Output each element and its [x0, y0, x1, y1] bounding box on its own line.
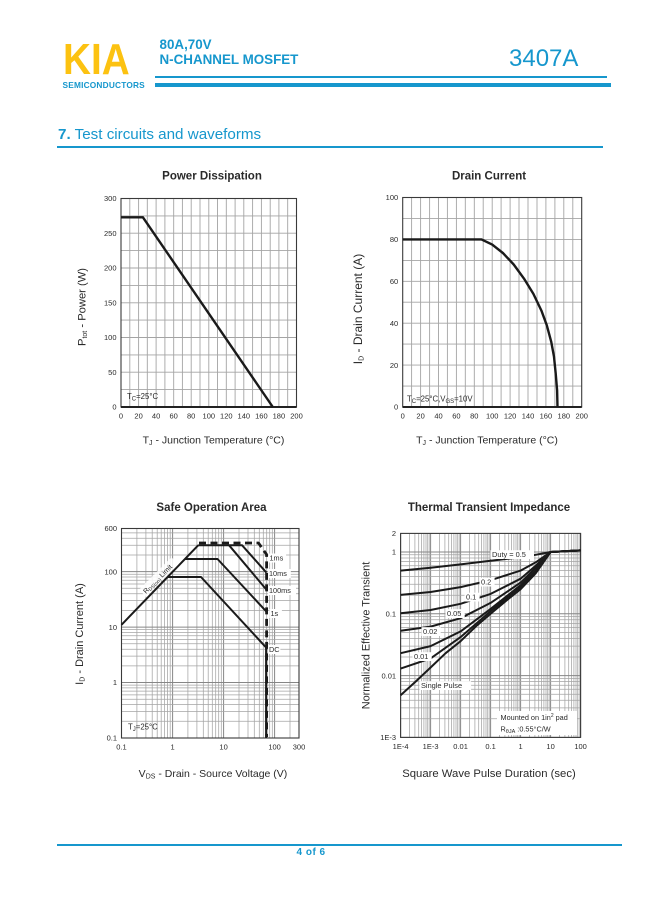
svg-text:1ms: 1ms [270, 554, 284, 563]
svg-text:1E-3: 1E-3 [380, 733, 396, 742]
svg-text:TC=25°C: TC=25°C [127, 392, 158, 403]
svg-text:Square Wave Pulse Duration (se: Square Wave Pulse Duration (sec) [402, 768, 576, 780]
svg-text:Duty = 0.5: Duty = 0.5 [492, 550, 526, 559]
svg-text:200: 200 [575, 412, 588, 421]
svg-text:TJ - Junction Temperature (°C): TJ - Junction Temperature (°C) [143, 435, 285, 448]
svg-text:0: 0 [119, 412, 123, 421]
svg-text:300: 300 [293, 743, 306, 752]
svg-text:Single Pulse: Single Pulse [421, 681, 462, 690]
svg-text:100ms: 100ms [269, 586, 291, 595]
svg-text:VDS - Drain - Source Voltage (: VDS - Drain - Source Voltage (V) [139, 768, 288, 781]
svg-text:0: 0 [112, 403, 116, 412]
svg-text:200: 200 [104, 264, 117, 273]
svg-text:Power Dissipation: Power Dissipation [162, 171, 262, 183]
svg-text:1: 1 [519, 742, 523, 751]
svg-text:0.1: 0.1 [107, 734, 117, 743]
svg-text:20: 20 [134, 412, 142, 421]
svg-text:140: 140 [238, 412, 251, 421]
svg-text:0.02: 0.02 [423, 627, 437, 636]
svg-text:180: 180 [558, 412, 571, 421]
svg-text:100: 100 [104, 333, 117, 342]
svg-text:100: 100 [386, 193, 399, 202]
svg-text:2: 2 [392, 529, 396, 538]
svg-text:Normalized Effective Transient: Normalized Effective Transient [361, 562, 373, 710]
svg-text:100: 100 [574, 742, 587, 751]
svg-text:10: 10 [109, 623, 117, 632]
svg-text:40: 40 [434, 412, 442, 421]
svg-text:TC=25°C,VGS=10V: TC=25°C,VGS=10V [407, 395, 473, 406]
svg-text:1: 1 [171, 743, 175, 752]
svg-text:1E-3: 1E-3 [423, 742, 439, 751]
svg-text:TJ=25°C: TJ=25°C [128, 723, 158, 734]
svg-text:140: 140 [522, 412, 535, 421]
svg-text:40: 40 [390, 319, 398, 328]
svg-text:ID - Drain Current (A): ID - Drain Current (A) [74, 583, 87, 685]
svg-text:100: 100 [104, 567, 117, 576]
svg-text:RθJA :0.55°C/W: RθJA :0.55°C/W [501, 725, 551, 736]
svg-text:600: 600 [104, 524, 117, 533]
svg-text:180: 180 [273, 412, 286, 421]
svg-text:0.01: 0.01 [414, 652, 428, 661]
svg-text:10ms: 10ms [269, 569, 287, 578]
svg-text:20: 20 [416, 412, 424, 421]
svg-text:10: 10 [219, 743, 227, 752]
svg-text:0.01: 0.01 [381, 671, 396, 680]
svg-text:Safe Operation Area: Safe Operation Area [156, 502, 267, 514]
svg-text:10: 10 [546, 742, 554, 751]
svg-text:0.01: 0.01 [453, 742, 468, 751]
svg-text:160: 160 [255, 412, 268, 421]
svg-text:100: 100 [203, 412, 216, 421]
svg-text:60: 60 [452, 412, 460, 421]
svg-text:120: 120 [504, 412, 517, 421]
svg-text:0.1: 0.1 [485, 742, 495, 751]
svg-text:40: 40 [152, 412, 160, 421]
svg-text:200: 200 [290, 412, 303, 421]
svg-text:50: 50 [108, 368, 116, 377]
svg-text:Mounted on 1in2 pad: Mounted on 1in2 pad [501, 713, 568, 722]
svg-text:100: 100 [268, 743, 281, 752]
svg-text:250: 250 [104, 229, 117, 238]
svg-text:Ptot - Power (W): Ptot - Power (W) [77, 268, 90, 346]
svg-text:0.1: 0.1 [386, 610, 396, 619]
svg-text:1: 1 [392, 548, 396, 557]
svg-text:300: 300 [104, 194, 117, 203]
svg-text:60: 60 [390, 277, 398, 286]
svg-text:0.2: 0.2 [481, 578, 491, 587]
svg-text:80: 80 [470, 412, 478, 421]
svg-text:1E-4: 1E-4 [393, 742, 409, 751]
svg-text:1: 1 [113, 678, 117, 687]
svg-text:20: 20 [390, 361, 398, 370]
svg-text:150: 150 [104, 298, 117, 307]
svg-text:160: 160 [540, 412, 553, 421]
svg-text:Thermal Transient Impedance: Thermal Transient Impedance [408, 502, 570, 514]
svg-text:100: 100 [486, 412, 499, 421]
svg-text:0.05: 0.05 [447, 609, 461, 618]
svg-text:80: 80 [390, 235, 398, 244]
svg-text:ID - Drain Current (A): ID - Drain Current (A) [351, 254, 366, 364]
svg-text:0.1: 0.1 [116, 743, 126, 752]
svg-text:0: 0 [401, 412, 405, 421]
svg-text:0: 0 [394, 403, 398, 412]
svg-text:Drain Current: Drain Current [452, 171, 526, 183]
svg-text:DC: DC [269, 645, 280, 654]
svg-text:80: 80 [187, 412, 195, 421]
svg-text:60: 60 [170, 412, 178, 421]
svg-text:TJ - Junction Temperature (°C): TJ - Junction Temperature (°C) [416, 435, 558, 448]
svg-text:0.1: 0.1 [466, 593, 476, 602]
svg-text:1s: 1s [271, 609, 279, 618]
svg-text:120: 120 [220, 412, 233, 421]
